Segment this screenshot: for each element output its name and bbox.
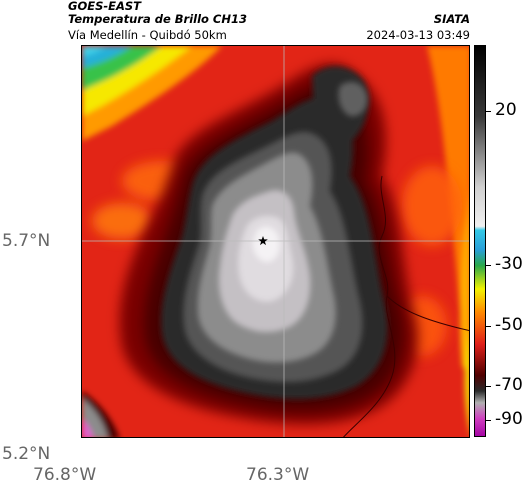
colorbar-tick bbox=[486, 386, 491, 387]
border-lines bbox=[343, 175, 469, 437]
longitude-tick-label: 76.3°W bbox=[246, 465, 310, 485]
cold-top-left-band bbox=[82, 46, 222, 141]
colorbar bbox=[474, 45, 486, 437]
latitude-tick-label: 5.2°N bbox=[2, 444, 51, 464]
colorbar-tick bbox=[486, 265, 491, 266]
colorbar-label: -90 bbox=[495, 409, 523, 429]
product-title: Temperatura de Brillo CH13 bbox=[68, 12, 247, 26]
latitude-tick-label: 5.7°N bbox=[2, 231, 51, 251]
gridlines bbox=[82, 46, 469, 437]
colorbar-tick bbox=[486, 111, 491, 112]
colorbar-label: -50 bbox=[495, 315, 523, 335]
colorbar-tick bbox=[486, 326, 491, 327]
brightness-temperature-map[interactable] bbox=[81, 45, 470, 438]
region-subtitle: Vía Medellín - Quibdó 50km bbox=[68, 28, 227, 42]
cloud-core bbox=[218, 190, 311, 332]
organization-label: SIATA bbox=[433, 12, 470, 26]
longitude-tick-label: 76.8°W bbox=[33, 465, 97, 485]
satellite-title: GOES-EAST bbox=[68, 0, 142, 13]
map-canvas bbox=[82, 46, 469, 437]
colorbar-tick bbox=[486, 420, 491, 421]
star-marker[interactable] bbox=[258, 236, 268, 246]
colorbar-label: 20 bbox=[495, 100, 517, 120]
colorbar-label: -70 bbox=[495, 375, 523, 395]
timestamp-label: 2024-03-13 03:49 bbox=[366, 28, 470, 42]
cloud-bottom-left bbox=[82, 391, 120, 437]
colorbar-gradient bbox=[475, 46, 485, 436]
colorbar-label: -30 bbox=[495, 254, 523, 274]
